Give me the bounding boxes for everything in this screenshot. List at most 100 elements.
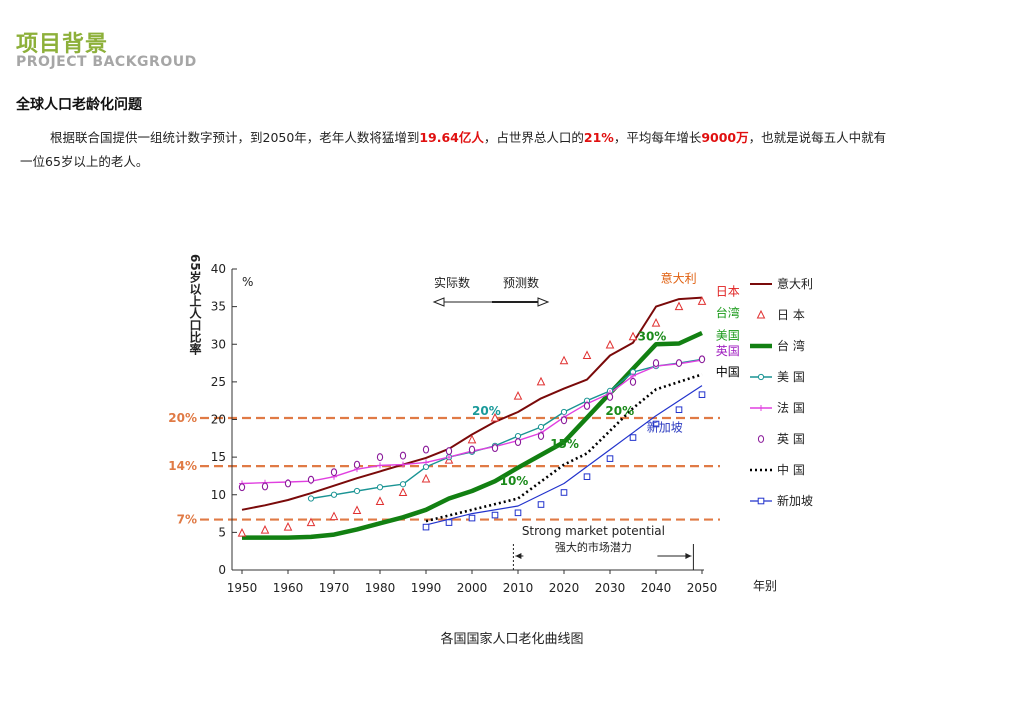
para-text-1: 根据联合国提供一组统计数字预计，到2050年，老年人数将猛增到 (50, 130, 420, 145)
series-line-中国 (425, 373, 703, 523)
marker-英国 (698, 355, 706, 364)
marker-法国 (377, 462, 383, 469)
legend-marker-英国 (757, 435, 765, 443)
marker-英国 (583, 402, 591, 410)
marker-英国 (468, 445, 476, 454)
marker-美国 (537, 423, 545, 431)
marker-日本 (421, 473, 431, 483)
marker-日本 (605, 339, 615, 349)
ref-label: 7% (177, 513, 197, 527)
para-highlight-percent: 21% (583, 130, 614, 145)
legend-marker-美国 (757, 373, 765, 381)
marker-日本 (490, 412, 500, 422)
legend-marker-日本 (756, 309, 766, 319)
marker-日本 (467, 434, 477, 444)
marker-英国 (238, 483, 246, 492)
marker-英国 (284, 479, 292, 488)
reference-lines: 20% 14% 7% (168, 411, 720, 527)
para-text-5: 一位65岁以上的老人。 (20, 154, 149, 169)
market-arrowhead-left (515, 553, 522, 559)
legend-label-英国: 英 国 (777, 432, 805, 446)
marker-新加坡 (629, 434, 637, 441)
marker-英国 (675, 359, 683, 368)
x-axis-title: 年别 (753, 579, 777, 593)
annotation-15%: 15% (550, 437, 579, 451)
marker-新加坡 (606, 455, 614, 462)
x-tick-label: 2030 (595, 581, 626, 595)
para-text-3: ，平均每年增长 (613, 130, 702, 145)
marker-法国 (446, 454, 452, 461)
forecast-label: 预测数 (503, 275, 539, 290)
series-lines (241, 296, 703, 540)
legend-marker-新加坡 (757, 497, 765, 505)
series-line-意大利 (241, 296, 703, 511)
marker-法国 (400, 461, 406, 468)
marker-英国 (422, 445, 430, 454)
marker-日本 (237, 528, 247, 537)
x-tick-label: 2000 (457, 581, 488, 595)
series-markers (237, 296, 707, 537)
marker-英国 (399, 451, 407, 460)
marker-新加坡 (560, 489, 568, 496)
annotation-日本: 日本 (716, 284, 740, 298)
series-line-新加坡 (425, 385, 703, 526)
x-tick-label: 1960 (273, 581, 304, 595)
marker-日本 (559, 355, 569, 365)
legend-label-新加坡: 新加坡 (777, 493, 813, 508)
y-tick-label: 35 (211, 300, 226, 314)
y-axis-title: 65岁以上人口比率 (188, 254, 202, 355)
legend-label-台湾: 台 湾 (777, 338, 805, 353)
forecast-arrow-head (537, 297, 550, 307)
x-tick-label: 1990 (411, 581, 442, 595)
marker-日本 (628, 331, 638, 341)
legend-label-美国: 美 国 (777, 370, 805, 384)
para-text-2: ，占世界总人口的 (483, 130, 584, 145)
x-tick-label: 2020 (549, 581, 580, 595)
marker-英国 (606, 392, 614, 401)
marker-英国 (307, 475, 315, 484)
marker-英国 (560, 416, 568, 425)
page-title: 项目背景 (16, 32, 109, 57)
legend-label-法国: 法 国 (777, 401, 805, 415)
para-highlight-growth: 9000万 (701, 130, 749, 145)
marker-新加坡 (537, 501, 545, 508)
marker-法国 (630, 372, 636, 379)
marker-新加坡 (514, 509, 522, 517)
axes: 0 5 10 15 20 25 30 35 40 1950 1960 1970 1980 1990 2000… (188, 254, 777, 595)
marker-日本 (329, 511, 339, 521)
para-text-4: ，也就是说每五人中就有 (748, 130, 887, 145)
market-arrowhead-right (685, 553, 692, 559)
ref-label: 20% (168, 411, 197, 425)
y-unit-label: % (242, 275, 253, 289)
annotation-30%: 30% (638, 329, 667, 343)
marker-日本 (398, 487, 408, 496)
legend-label-日本: 日 本 (777, 308, 805, 322)
marker-美国 (560, 408, 568, 416)
marker-日本 (283, 521, 293, 531)
legend-label-中国: 中 国 (777, 462, 805, 477)
marker-美国 (307, 495, 315, 502)
marker-新加坡 (675, 406, 683, 414)
x-tick-label: 1980 (365, 581, 396, 595)
marker-英国 (376, 453, 384, 462)
market-note-en: Strong market potential (522, 524, 665, 538)
marker-新加坡 (468, 514, 476, 522)
x-tick-label: 2040 (641, 581, 672, 595)
annotation-20%: 20% (605, 404, 634, 418)
annotation-10%: 10% (500, 474, 529, 488)
marker-日本 (375, 496, 385, 506)
marker-新加坡 (445, 519, 453, 526)
y-tick-label: 20 (211, 413, 226, 427)
marker-英国 (330, 468, 338, 477)
annotation-英国: 英国 (716, 344, 740, 358)
series-line-美国 (310, 358, 703, 500)
marker-日本 (513, 391, 523, 400)
y-tick-label: 0 (218, 563, 226, 577)
section-title: 全球人口老龄化问题 (16, 97, 142, 113)
y-tick-label: 40 (211, 262, 226, 276)
ref-label: 14% (168, 459, 197, 473)
marker-新加坡 (422, 523, 430, 531)
